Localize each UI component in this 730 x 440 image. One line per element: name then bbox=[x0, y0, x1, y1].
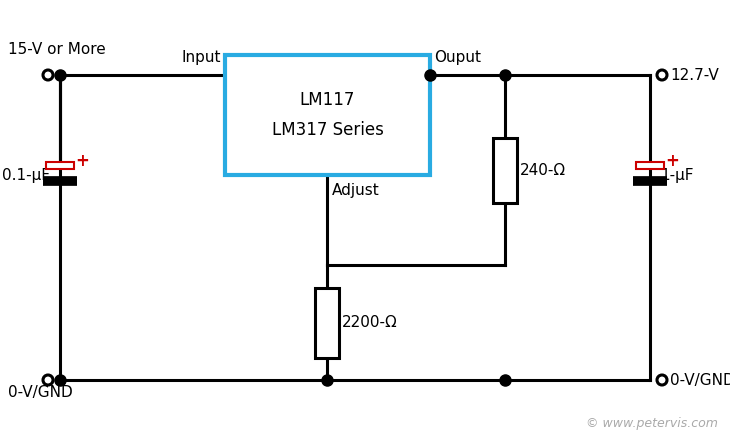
Text: 2200-Ω: 2200-Ω bbox=[342, 315, 398, 330]
Text: +: + bbox=[665, 152, 679, 170]
Text: +: + bbox=[75, 152, 89, 170]
Text: Ouput: Ouput bbox=[434, 50, 481, 65]
Text: Input: Input bbox=[182, 50, 221, 65]
Bar bbox=[636, 162, 664, 169]
Bar bbox=[46, 162, 74, 169]
Bar bbox=[493, 137, 517, 202]
Text: 0-V/GND: 0-V/GND bbox=[8, 385, 73, 400]
Text: 240-Ω: 240-Ω bbox=[520, 162, 566, 177]
Text: Adjust: Adjust bbox=[332, 183, 380, 198]
Text: 0.1-μF: 0.1-μF bbox=[2, 168, 50, 183]
Text: LM117: LM117 bbox=[300, 91, 356, 109]
Text: 0-V/GND: 0-V/GND bbox=[670, 373, 730, 388]
Text: © www.petervis.com: © www.petervis.com bbox=[586, 417, 718, 430]
FancyBboxPatch shape bbox=[225, 55, 430, 175]
Bar bbox=[315, 287, 339, 357]
Text: LM317 Series: LM317 Series bbox=[272, 121, 383, 139]
Text: 12.7-V: 12.7-V bbox=[670, 67, 719, 83]
Text: 15-V or More: 15-V or More bbox=[8, 42, 106, 57]
Text: 1-μF: 1-μF bbox=[660, 168, 694, 183]
